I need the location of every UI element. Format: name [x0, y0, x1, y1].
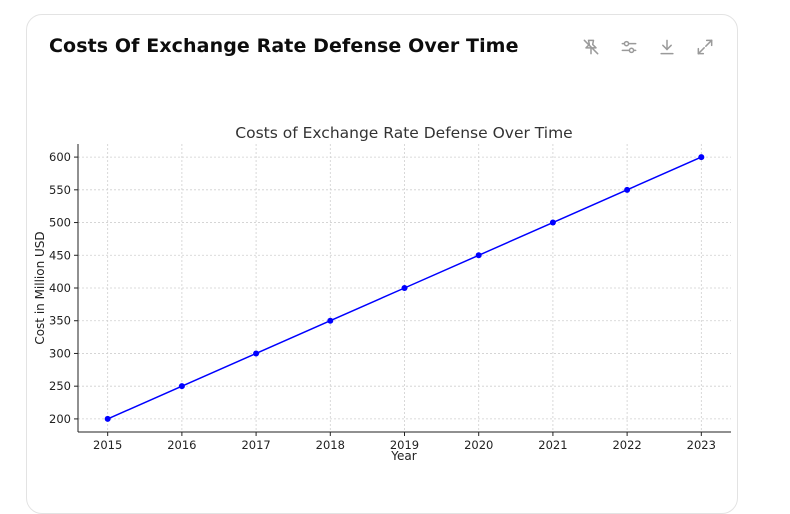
x-ticks: 2015 2016 2017 2018 2019 2020 2021 2022 2023 [93, 432, 716, 452]
data-point [475, 252, 482, 259]
x-tick-label: 2022 [612, 438, 641, 452]
data-point [253, 350, 260, 357]
x-tick-label: 2015 [93, 438, 122, 452]
data-point [549, 219, 556, 226]
data-point [327, 317, 334, 324]
y-tick-label: 200 [49, 412, 71, 426]
pin-off-button[interactable] [579, 35, 603, 59]
y-tick-label: 400 [49, 281, 71, 295]
chart-title: Costs of Exchange Rate Defense Over Time [235, 124, 572, 142]
y-tick-label: 600 [49, 150, 71, 164]
sliders-button[interactable] [617, 35, 641, 59]
y-tick-label: 550 [49, 183, 71, 197]
line-chart: Costs of Exchange Rate Defense Over Time… [33, 124, 731, 463]
y-tick-label: 350 [49, 314, 71, 328]
y-ticks: 200 250 300 350 400 450 500 550 600 [49, 150, 78, 426]
chart-toolbar [579, 35, 717, 59]
data-point [624, 186, 631, 193]
data-point [401, 285, 408, 291]
card-title: Costs Of Exchange Rate Defense Over Time [49, 35, 519, 57]
pin-off-icon [583, 39, 599, 55]
y-axis-label: Cost in Million USD [33, 231, 47, 344]
data-point [104, 415, 111, 422]
x-axis-label: Year [390, 449, 416, 463]
y-tick-label: 500 [49, 216, 71, 230]
y-tick-label: 450 [49, 248, 71, 262]
y-tick-label: 250 [49, 379, 71, 393]
x-tick-label: 2018 [316, 438, 345, 452]
series-group [104, 154, 705, 422]
chart-card: Costs Of Exchange Rate Defense Over Time [26, 14, 738, 514]
x-tick-label: 2016 [167, 438, 196, 452]
data-point [698, 154, 705, 161]
expand-icon [697, 39, 713, 55]
download-icon [660, 39, 674, 55]
x-tick-label: 2017 [241, 438, 270, 452]
x-tick-label: 2020 [464, 438, 493, 452]
x-tick-label: 2021 [538, 438, 567, 452]
x-tick-label: 2023 [687, 438, 716, 452]
grid-lines [78, 144, 731, 432]
sliders-icon [621, 40, 637, 54]
expand-button[interactable] [693, 35, 717, 59]
x-tick-label: 2019 [390, 438, 419, 452]
y-tick-label: 300 [49, 346, 71, 360]
data-point [178, 383, 185, 390]
download-button[interactable] [655, 35, 679, 59]
